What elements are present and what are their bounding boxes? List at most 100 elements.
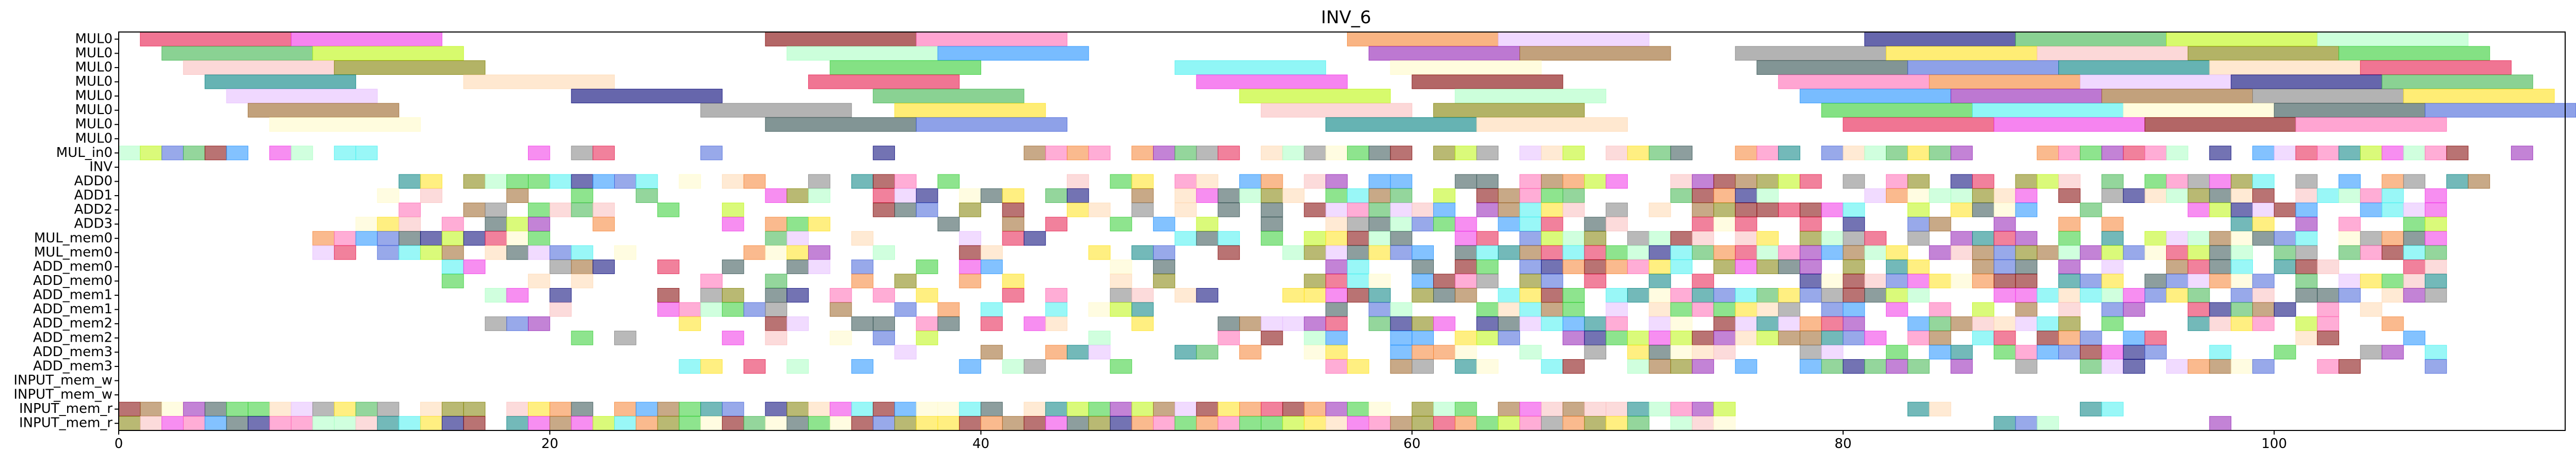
task-bar (1713, 302, 1736, 317)
task-bar (1713, 416, 1736, 431)
task-bar (2274, 103, 2426, 118)
task-bar (2123, 345, 2146, 360)
x-tick-label: 100 (2261, 436, 2287, 452)
y-tick-label: ADD2 (74, 202, 113, 217)
task-bar (1196, 416, 1219, 431)
task-bar (1045, 146, 1068, 161)
task-bar (2079, 202, 2102, 217)
task-bar (1498, 302, 1521, 317)
task-bar (2381, 202, 2404, 217)
task-bar (1454, 231, 1477, 246)
task-bar (2295, 202, 2318, 217)
task-bar (1735, 245, 1757, 260)
task-bar (1907, 231, 1930, 246)
task-bar (549, 202, 572, 217)
task-bar (2037, 330, 2059, 345)
task-bar (808, 174, 830, 189)
task-bar (1325, 345, 1348, 360)
task-bar (1304, 202, 1326, 217)
task-bar (2187, 288, 2210, 303)
task-bar (2145, 274, 2167, 289)
task-bar (2295, 330, 2318, 345)
task-bar (334, 146, 356, 161)
task-bar (1843, 302, 1865, 317)
task-bar (1325, 288, 1348, 303)
task-bar (873, 245, 895, 260)
task-bar (1562, 174, 1585, 189)
task-bar (1606, 217, 1628, 232)
task-bar (2058, 259, 2081, 274)
task-bar (1821, 288, 1844, 303)
task-bar (1843, 117, 1994, 132)
task-bar (1433, 402, 1455, 417)
task-bar (2360, 202, 2382, 217)
task-bar (2101, 188, 2124, 203)
task-bar (1541, 316, 1563, 331)
task-bar (1325, 231, 1348, 246)
task-bar (1433, 146, 1455, 161)
task-bar (1692, 174, 1714, 189)
task-bar (1110, 274, 1132, 289)
task-bar (1045, 345, 1068, 360)
task-bar (1778, 316, 1800, 331)
task-bar (1412, 345, 1434, 360)
task-bar (1864, 288, 1886, 303)
task-bar (1131, 316, 1154, 331)
task-bar (1498, 402, 1521, 417)
task-bar (118, 146, 141, 161)
task-bar (1304, 330, 1326, 345)
task-bar (1864, 274, 1886, 289)
task-bar (1778, 74, 1930, 89)
task-bar (1843, 359, 1865, 374)
task-bar (2145, 288, 2167, 303)
task-bar (765, 274, 788, 289)
task-bar (2403, 146, 2426, 161)
task-bar (1368, 217, 1391, 232)
task-bar (183, 146, 205, 161)
task-bar (1541, 231, 1563, 246)
task-bar (226, 89, 378, 104)
task-bar (2015, 202, 2038, 217)
task-bar (1088, 416, 1111, 431)
y-tick-label: MUL0 (75, 45, 113, 61)
task-bar (1885, 359, 1908, 374)
task-bar (506, 245, 529, 260)
task-bar (1649, 288, 1671, 303)
task-bar (571, 245, 594, 260)
task-bar (916, 117, 1068, 132)
task-bar (2295, 174, 2318, 189)
task-bar (1002, 202, 1025, 217)
task-bar (1498, 316, 1521, 331)
task-bar (355, 402, 378, 417)
task-bar (1390, 330, 1413, 345)
task-bar (1454, 288, 1477, 303)
task-bar (1735, 146, 1757, 161)
task-bar (1606, 259, 1628, 274)
task-bar (2166, 146, 2188, 161)
task-bar (1821, 345, 1844, 360)
task-bar (2338, 188, 2361, 203)
task-bar (2295, 259, 2318, 274)
task-bar (1325, 359, 1348, 374)
task-bar (722, 259, 744, 274)
task-bar (2145, 330, 2167, 345)
task-bar (1002, 359, 1025, 374)
task-bar (657, 402, 680, 417)
task-bar (2446, 146, 2469, 161)
task-bar (1541, 188, 1563, 203)
task-bar (2209, 416, 2232, 431)
task-bar (2317, 316, 2339, 331)
x-axis: 0 20 40 60 80 100 (115, 430, 2287, 452)
task-bar (1498, 416, 1521, 431)
task-bar (1304, 416, 1326, 431)
task-bar (463, 231, 486, 246)
x-tick-label: 40 (972, 436, 989, 452)
task-bar (1174, 146, 1197, 161)
task-bar (1476, 259, 1499, 274)
task-bar (1476, 117, 1628, 132)
task-bar (1735, 231, 1757, 246)
task-bar (1218, 188, 1240, 203)
task-bar (1606, 330, 1628, 345)
task-bar (2338, 217, 2361, 232)
task-bar (2058, 245, 2081, 260)
